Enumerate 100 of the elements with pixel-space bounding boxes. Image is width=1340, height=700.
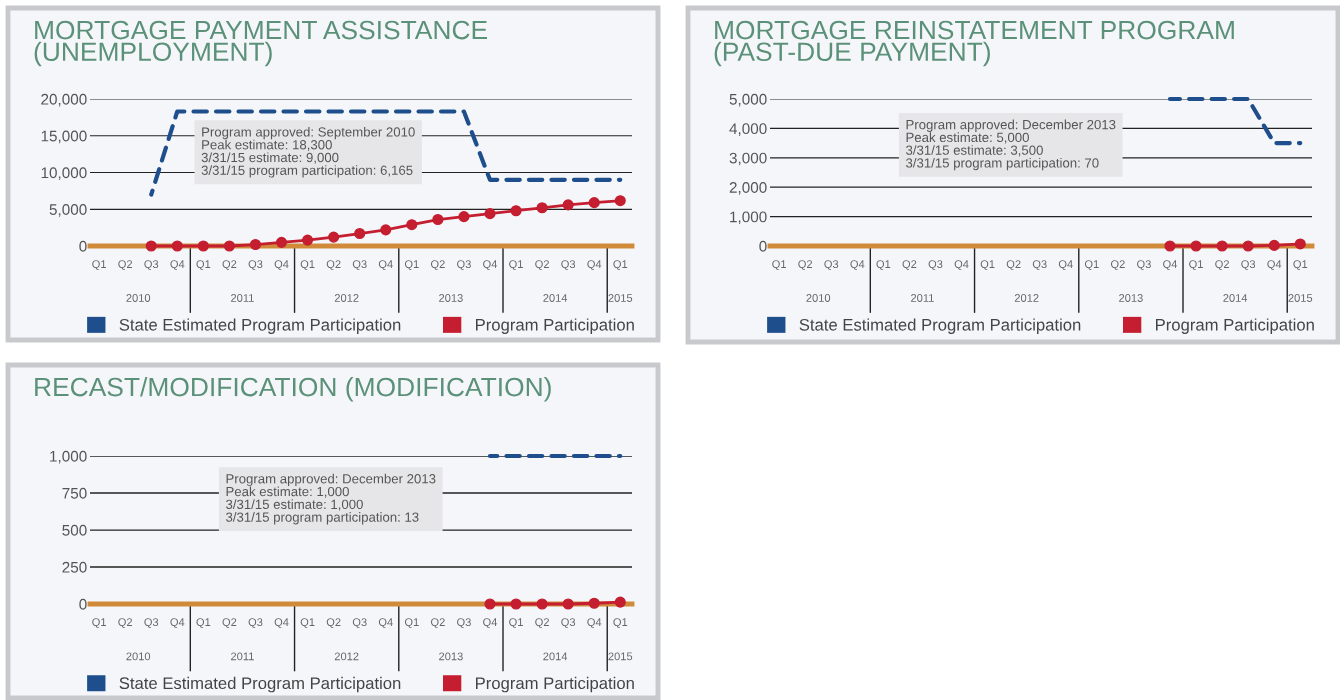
legend-label: State Estimated Program Participation — [799, 318, 1081, 334]
x-tick-label: Q2 — [1006, 260, 1021, 271]
x-tick-label: Q1 — [300, 260, 315, 271]
text: 2010 — [126, 652, 151, 661]
x-tick-label: Q2 — [222, 618, 237, 629]
y-tick-label: 0 — [79, 598, 87, 610]
x-tick-label: Q1 — [92, 260, 106, 271]
x-tick-label: Q3 — [1032, 260, 1047, 271]
text: 2014 — [543, 652, 568, 661]
text: 2013 — [1119, 294, 1143, 302]
x-tick-label: Q1 — [404, 260, 419, 271]
x-tick-label: Q1 — [1293, 260, 1308, 271]
point — [354, 227, 366, 240]
x-tick-label: Q2 — [1110, 260, 1125, 271]
x-tick-label: Q3 — [144, 260, 159, 271]
x-tick-label: Q4 — [170, 618, 185, 629]
text: 2014 — [543, 294, 568, 302]
x-tick-label: Q4 — [274, 618, 289, 629]
x-tick-label: Q4 — [954, 260, 969, 271]
y-tick-label: 2,000 — [729, 182, 767, 195]
x-tick-label: Q3 — [561, 260, 576, 271]
x-tick-label: Q3 — [457, 260, 471, 271]
x-tick-label: Q1 — [772, 260, 786, 271]
point — [510, 205, 522, 217]
annotation: Program approved: December 2013 Peak estimate: 5,000 3/31/15 estimate: 3,500 3/31/15 program participation: 70 — [906, 119, 1116, 171]
y-tick-label: 5,000 — [49, 204, 87, 217]
x-tick-label: Q4 — [483, 618, 498, 629]
text: 2015 — [608, 294, 633, 302]
point — [458, 211, 470, 223]
y-tick-label: 5,000 — [729, 93, 767, 107]
point — [484, 208, 496, 220]
x-tick-label: Q2 — [326, 618, 341, 629]
legend-label: Program Participation — [1156, 318, 1314, 334]
y-tick-label: 4,000 — [729, 123, 767, 136]
x-tick-label: Q4 — [378, 260, 393, 271]
x-tick-label: Q1 — [613, 260, 628, 271]
text: 2010 — [126, 294, 151, 302]
x-tick-label: Q4 — [587, 618, 602, 629]
x-tick-label: Q3 — [1241, 260, 1256, 271]
text: 2012 — [1014, 294, 1039, 302]
x-tick-label: Q3 — [352, 618, 367, 629]
text: 2011 — [911, 294, 934, 302]
point — [614, 195, 626, 207]
x-tick-label: Q1 — [1084, 260, 1099, 271]
y-tick-label: 750 — [62, 487, 87, 499]
x-tick-label: Q4 — [170, 260, 185, 271]
y-tick-label: 1,000 — [730, 211, 767, 225]
text: 2010 — [806, 294, 831, 302]
y-tick-label: 0 — [79, 240, 87, 252]
point — [328, 231, 340, 243]
x-tick-label: Q2 — [535, 618, 549, 629]
x-tick-label: Q1 — [509, 618, 523, 629]
x-tick-label: Q4 — [587, 260, 602, 271]
text: 2012 — [334, 294, 359, 302]
x-tick-label: Q2 — [535, 260, 549, 271]
point — [562, 199, 574, 211]
x-tick-label: Q1 — [300, 618, 315, 629]
legend-label: State Estimated Program Participation — [119, 676, 401, 693]
x-tick-label: Q1 — [92, 618, 106, 629]
x-tick-label: Q1 — [404, 618, 419, 629]
chart-title: MORTGAGE REINSTATEMENT PROGRAM (PAST-DUE PAYMENT) — [714, 20, 1234, 67]
point — [536, 202, 548, 214]
text: 2015 — [1288, 294, 1313, 302]
x-tick-label: Q4 — [483, 260, 498, 271]
x-tick-label: Q4 — [274, 260, 289, 271]
x-tick-label: Q3 — [352, 260, 367, 271]
annotation: Program approved: September 2010 Peak estimate: 18,300 3/31/15 estimate: 9,000 3/31/15 program participation: 6,165 — [201, 126, 415, 178]
x-tick-label: Q3 — [144, 618, 159, 629]
x-tick-label: Q2 — [798, 260, 813, 271]
y-tick-label: 250 — [62, 561, 87, 573]
point — [432, 213, 444, 226]
point — [380, 224, 392, 236]
point — [406, 219, 418, 231]
annotation: Program approved: December 2013 Peak estimate: 1,000 3/31/15 estimate: 1,000 3/31/15 program participation: 13 — [226, 473, 436, 525]
text: 2012 — [334, 652, 359, 661]
x-tick-label: Q4 — [1058, 260, 1073, 271]
text: 2013 — [439, 294, 463, 302]
x-tick-label: Q4 — [1267, 260, 1282, 271]
x-tick-label: Q1 — [509, 260, 523, 271]
x-tick-label: Q2 — [1215, 260, 1229, 271]
legend-label: State Estimated Program Participation — [119, 318, 401, 334]
x-tick-label: Q2 — [430, 260, 445, 271]
x-tick-label: Q1 — [613, 618, 628, 629]
x-tick-label: Q1 — [876, 260, 891, 271]
legend-label: Program Participation — [476, 676, 634, 693]
legend-label: Program Participation — [476, 318, 634, 334]
x-tick-label: Q2 — [222, 260, 237, 271]
chart-title: RECAST/MODIFICATION (MODIFICATION) — [35, 377, 551, 402]
y-tick-label: 20,000 — [41, 93, 87, 107]
chart-title: MORTGAGE PAYMENT ASSISTANCE (UNEMPLOYMENT) — [34, 20, 487, 67]
x-tick-label: Q3 — [457, 618, 471, 629]
x-tick-label: Q1 — [196, 618, 211, 629]
text: 2013 — [439, 652, 463, 661]
y-tick-label: 10,000 — [41, 167, 87, 180]
x-tick-label: Q1 — [1189, 260, 1203, 271]
text: 2011 — [231, 652, 254, 661]
x-tick-label: Q3 — [248, 618, 263, 629]
x-tick-label: Q3 — [561, 618, 576, 629]
x-tick-label: Q2 — [326, 260, 341, 271]
y-tick-label: 15,000 — [41, 130, 87, 144]
